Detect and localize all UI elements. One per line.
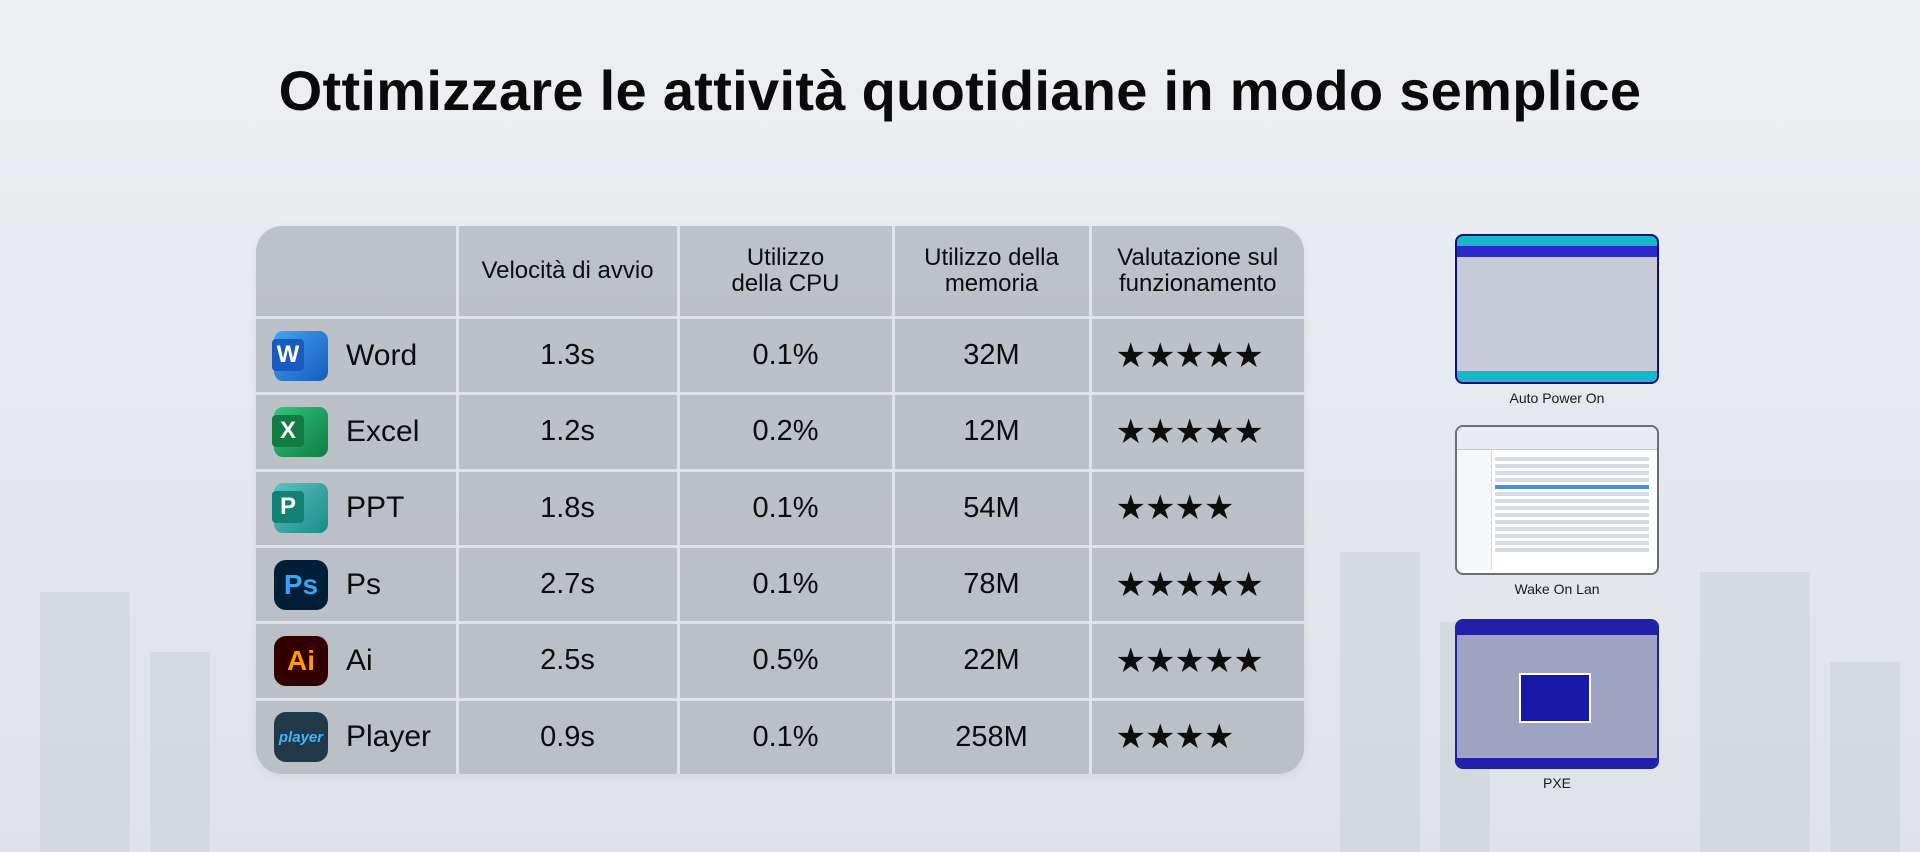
rating-stars: ★★★★★ <box>1090 317 1304 396</box>
app-cell: Ps Ps <box>256 546 459 625</box>
memory-usage: 22M <box>893 622 1092 701</box>
cpu-usage: 0.5% <box>678 622 895 701</box>
table-row: W Word 1.3s 0.1% 32M ★★★★★ <box>256 317 1304 396</box>
app-cell: P PPT <box>256 470 459 548</box>
startup-speed: 1.8s <box>457 470 680 548</box>
thumbnail-caption: PXE <box>1542 775 1571 791</box>
memory-usage: 12M <box>893 393 1092 472</box>
header-app <box>256 226 459 319</box>
startup-speed: 0.9s <box>457 699 680 774</box>
cpu-usage: 0.1% <box>678 546 895 625</box>
header-rating: Valutazione sul funzionamento <box>1090 226 1304 319</box>
windows-explorer-screenshot <box>1455 425 1659 575</box>
thumbnail-caption: Wake On Lan <box>1514 581 1600 597</box>
app-cell: Ai Ai <box>256 622 459 701</box>
cpu-usage: 0.1% <box>678 470 895 548</box>
rating-stars: ★★★★ <box>1090 470 1304 548</box>
memory-usage: 32M <box>893 317 1092 396</box>
header-memory-usage: Utilizzo della memoria <box>893 226 1092 319</box>
memory-usage: 54M <box>893 470 1092 548</box>
table-row: X Excel 1.2s 0.2% 12M ★★★★★ <box>256 393 1304 472</box>
auto-power-on-thumbnail: Auto Power On <box>1455 234 1659 406</box>
memory-usage: 78M <box>893 546 1092 625</box>
app-cell: X Excel <box>256 393 459 472</box>
header-startup-speed: Velocità di avvio <box>457 226 680 319</box>
app-name: Player <box>346 720 432 754</box>
table-row: player Player 0.9s 0.1% 258M ★★★★ <box>256 699 1304 774</box>
player-icon: player <box>274 712 328 763</box>
word-icon: W <box>272 330 328 381</box>
rating-stars: ★★★★★ <box>1090 622 1304 701</box>
illustrator-icon: Ai <box>274 635 328 686</box>
page-title: Ottimizzare le attività quotidiane in mo… <box>278 59 1642 122</box>
startup-speed: 2.5s <box>457 622 680 701</box>
pxe-thumbnail: PXE <box>1455 619 1659 791</box>
app-name: PPT <box>346 491 405 525</box>
startup-speed: 2.7s <box>457 546 680 625</box>
header-cpu-usage: Utilizzo della CPU <box>678 226 895 319</box>
bios-boot-screenshot <box>1455 234 1659 384</box>
photoshop-icon: Ps <box>274 559 328 610</box>
table-row: Ps Ps 2.7s 0.1% 78M ★★★★★ <box>256 546 1304 625</box>
wake-on-lan-thumbnail: Wake On Lan <box>1455 425 1659 597</box>
startup-speed: 1.2s <box>457 393 680 472</box>
app-name: Ps <box>346 567 382 601</box>
app-name: Excel <box>346 414 420 448</box>
rating-stars: ★★★★★ <box>1090 546 1304 625</box>
table-header-row: Velocità di avvio Utilizzo della CPU Uti… <box>256 226 1304 319</box>
thumbnail-caption: Auto Power On <box>1509 390 1605 406</box>
powerpoint-icon: P <box>272 483 328 534</box>
cpu-usage: 0.1% <box>678 317 895 396</box>
rating-stars: ★★★★★ <box>1090 393 1304 472</box>
excel-icon: X <box>272 406 328 457</box>
app-cell: player Player <box>256 699 459 774</box>
app-name: Ai <box>346 643 373 677</box>
bios-pxe-screenshot <box>1455 619 1659 769</box>
table-row: Ai Ai 2.5s 0.5% 22M ★★★★★ <box>256 622 1304 701</box>
cpu-usage: 0.2% <box>678 393 895 472</box>
comparison-table: Velocità di avvio Utilizzo della CPU Uti… <box>256 226 1304 774</box>
table-row: P PPT 1.8s 0.1% 54M ★★★★ <box>256 470 1304 548</box>
memory-usage: 258M <box>893 699 1092 774</box>
cpu-usage: 0.1% <box>678 699 895 774</box>
app-name: Word <box>346 338 418 372</box>
startup-speed: 1.3s <box>457 317 680 396</box>
app-cell: W Word <box>256 317 459 396</box>
rating-stars: ★★★★ <box>1115 718 1235 757</box>
